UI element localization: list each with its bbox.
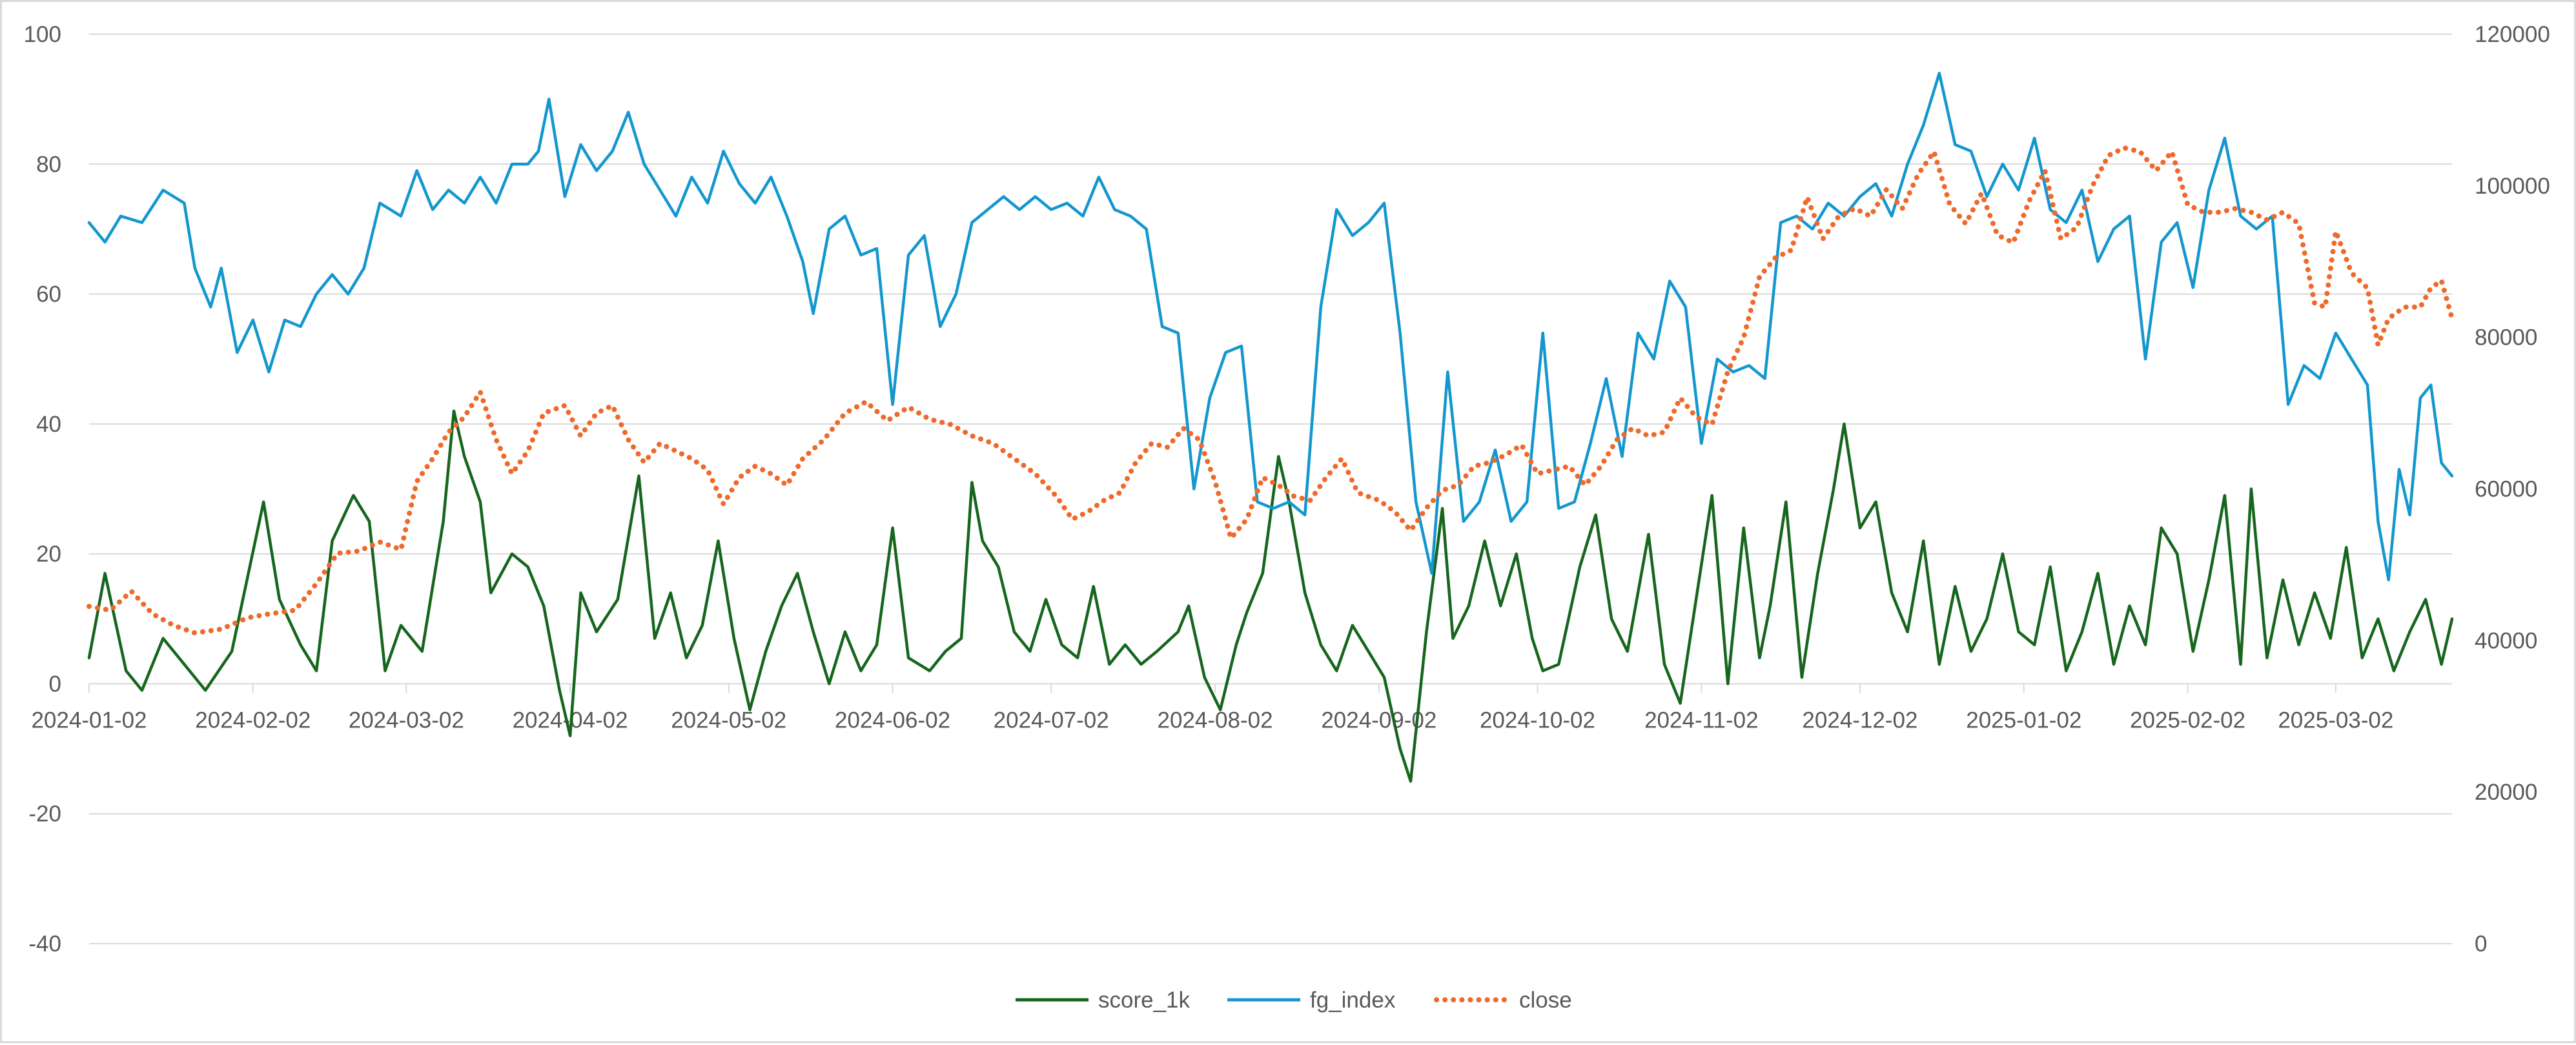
series-line-score-1k: [87, 409, 2454, 783]
left-tick-label: -40: [28, 931, 61, 957]
series-line-close: [87, 145, 2455, 636]
x-tick-label: 2024-12-02: [1802, 707, 1917, 733]
right-tick-label: 20000: [2475, 780, 2537, 805]
right-tick-label: 40000: [2475, 628, 2537, 653]
legend: score_1k fg_index close: [1016, 988, 1572, 1013]
right-tick-label: 80000: [2475, 325, 2537, 350]
x-tick-label: 2025-03-02: [2278, 707, 2393, 733]
right-tick-label: 120000: [2475, 22, 2550, 47]
left-tick-label: 100: [24, 22, 61, 47]
legend-label-score-1k: score_1k: [1098, 988, 1191, 1013]
left-tick-label: 80: [36, 152, 61, 177]
left-tick-label: 0: [49, 671, 61, 696]
right-tick-label: 60000: [2475, 477, 2537, 502]
x-tick-label: 2025-01-02: [1966, 707, 2081, 733]
right-tick-label: 100000: [2475, 174, 2550, 199]
gridlines: [89, 34, 2452, 944]
x-tick-label: 2024-08-02: [1158, 707, 1273, 733]
x-tick-label: 2024-06-02: [835, 707, 950, 733]
x-tick-label: 2025-02-02: [2130, 707, 2245, 733]
x-tick-label: 2024-01-02: [31, 707, 147, 733]
left-tick-label: -20: [28, 802, 61, 827]
x-tick-label: 2024-02-02: [195, 707, 311, 733]
left-axis-ticks: -40 -20 0 20 40 60 80 100: [24, 22, 61, 957]
series-lines: [87, 72, 2455, 783]
x-tick-label: 2024-03-02: [349, 707, 464, 733]
x-tick-label: 2024-07-02: [994, 707, 1109, 733]
legend-label-fg-index: fg_index: [1310, 988, 1396, 1013]
left-tick-label: 60: [36, 282, 61, 307]
x-tick-label: 2024-10-02: [1480, 707, 1595, 733]
series-line-fg-index: [87, 72, 2454, 582]
legend-label-close: close: [1519, 988, 1572, 1013]
left-tick-label: 40: [36, 412, 61, 437]
x-tick-label: 2024-11-02: [1644, 707, 1758, 733]
right-tick-label: 0: [2475, 931, 2487, 957]
left-tick-label: 20: [36, 542, 61, 567]
right-axis-ticks: 0 20000 40000 60000 80000 100000 120000: [2475, 22, 2550, 957]
x-tick-label: 2024-05-02: [671, 707, 786, 733]
